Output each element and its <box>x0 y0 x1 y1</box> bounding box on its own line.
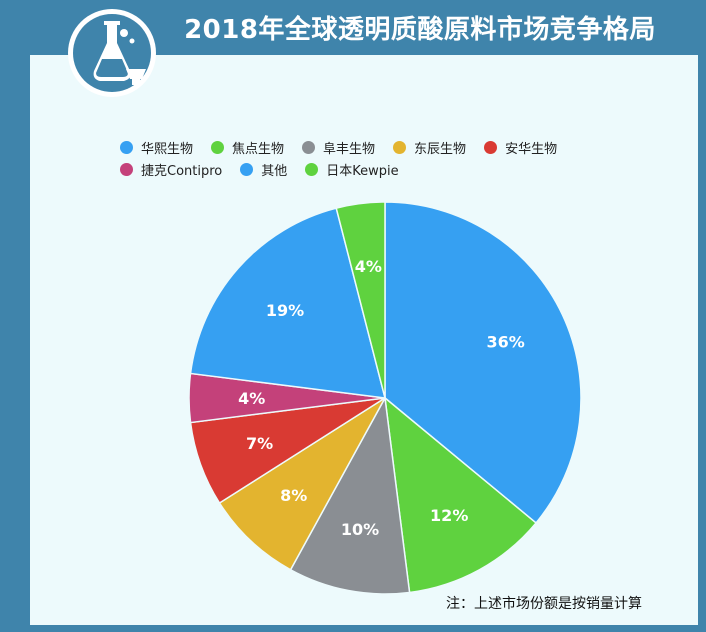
slice-label: 10% <box>341 520 379 539</box>
legend-item: 阜丰生物 <box>302 138 375 157</box>
slice-label: 19% <box>266 301 304 320</box>
legend-item: 安华生物 <box>484 138 557 157</box>
legend-label: 华熙生物 <box>141 141 194 157</box>
flask-icon <box>68 9 156 97</box>
pie-slice <box>189 207 387 399</box>
legend-label: 安华生物 <box>505 141 558 157</box>
legend-label: 日本Kewpie <box>326 163 399 179</box>
slice-label: 8% <box>280 486 307 505</box>
pie-slice <box>335 201 386 399</box>
slice-label: 7% <box>246 434 273 453</box>
legend-swatch <box>211 140 225 154</box>
chart-title: 2018年全球透明质酸原料市场竞争格局 <box>184 15 656 45</box>
pie-slice <box>384 396 538 594</box>
legend-item: 华熙生物 <box>120 138 193 157</box>
legend-swatch <box>484 140 498 154</box>
legend-swatch <box>302 140 316 154</box>
legend-swatch <box>240 162 254 176</box>
slice-label: 12% <box>430 506 468 525</box>
legend-label: 捷克Contipro <box>141 163 223 179</box>
legend: 华熙生物 焦点生物 阜丰生物 东辰生物 安华生物捷克Contipro 其他 日本Kewpie <box>120 136 680 180</box>
slice-label: 36% <box>486 332 524 351</box>
legend-label: 阜丰生物 <box>323 141 376 157</box>
pie-slice <box>384 201 582 524</box>
slice-label: 4% <box>355 257 382 276</box>
legend-item: 捷克Contipro <box>120 160 222 179</box>
legend-swatch <box>120 140 133 154</box>
legend-item: 东辰生物 <box>393 138 466 157</box>
legend-row: 华熙生物 焦点生物 阜丰生物 东辰生物 安华生物 <box>120 136 680 158</box>
legend-swatch <box>305 162 319 176</box>
legend-swatch <box>393 140 407 154</box>
legend-swatch <box>120 162 133 176</box>
legend-item: 其他 <box>240 160 287 179</box>
legend-label: 焦点生物 <box>232 141 285 157</box>
legend-item: 焦点生物 <box>211 138 284 157</box>
footnote: 注：上述市场份额是按销量计算 <box>446 596 642 612</box>
legend-row: 捷克Contipro 其他 日本Kewpie <box>120 158 680 180</box>
legend-item: 日本Kewpie <box>305 160 399 179</box>
pie-slice <box>218 397 386 571</box>
legend-label: 其他 <box>261 163 288 179</box>
slice-label: 4% <box>238 389 265 408</box>
legend-label: 东辰生物 <box>414 141 467 157</box>
pie-slice <box>289 395 411 595</box>
